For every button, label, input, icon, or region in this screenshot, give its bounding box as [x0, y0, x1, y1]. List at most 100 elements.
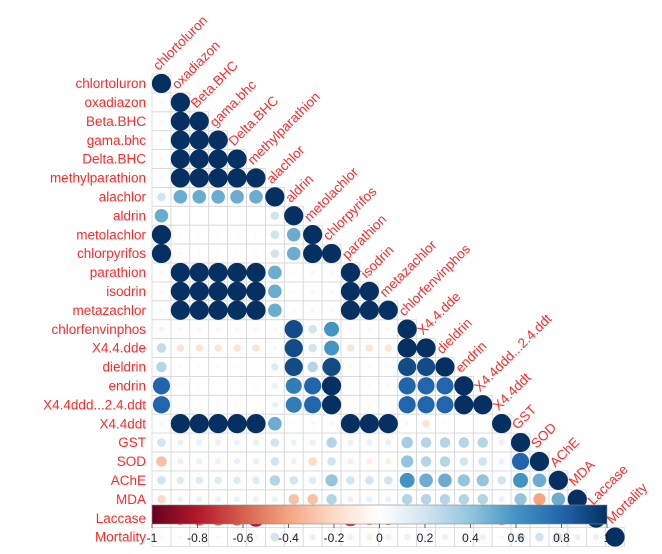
corr-circle-AChE-Beta.BHC: [195, 476, 203, 485]
corr-circle-AChE-chlorpyrifos: [325, 474, 338, 487]
corr-circle-metolachlor-oxadiazon: [178, 232, 183, 237]
corr-circle-MDA-Delta.BHC: [234, 496, 241, 503]
corr-circle-isodrin-Beta.BHC: [189, 281, 209, 301]
colorbar-tick-label: 1: [604, 531, 611, 545]
corr-circle-AChE-SOD: [532, 473, 547, 488]
row-label-chlorpyrifos: chlorpyrifos: [77, 246, 146, 261]
corr-circle-X4.4.dde-gama.bhc: [214, 344, 222, 352]
corr-circle-dieldrin-aldrin: [284, 357, 303, 377]
corr-circle-metazachlor-methylparathion: [246, 300, 266, 320]
corr-circle-parathion-chlortoluron: [159, 270, 164, 275]
corr-circle-methylparathion-gama.bhc: [208, 168, 228, 188]
colorbar-tick-label: -0.6: [233, 531, 254, 545]
corr-circle-SOD-metolachlor: [308, 457, 317, 466]
corr-circle-Mortality-gama.bhc: [216, 534, 221, 540]
corr-circle-MDA-methylparathion: [252, 496, 259, 503]
corr-circle-alachlor-alachlor: [265, 187, 285, 207]
corr-circle-X4.4ddd...2.4.ddt-metolachlor: [304, 396, 322, 414]
corr-circle-X4.4ddd...2.4.ddt-methylparathion: [254, 403, 258, 407]
corr-circle-AChE-endrin: [457, 474, 470, 487]
corr-circle-SOD-isodrin: [366, 458, 373, 465]
corr-circle-SOD-endrin: [459, 457, 469, 466]
corr-circle-isodrin-alachlor: [268, 284, 282, 299]
corr-circle-parathion-gama.bhc: [208, 262, 228, 283]
corr-circle-parathion-alachlor: [268, 265, 282, 280]
corr-circle-SOD-X4.4ddt: [498, 458, 505, 465]
corr-circle-X4.4ddt-dieldrin: [443, 421, 447, 426]
corr-circle-Mortality-AChE: [554, 532, 563, 542]
corr-circle-X4.4.dde-Delta.BHC: [233, 344, 241, 352]
corr-circle-endrin-oxadiazon: [178, 384, 183, 388]
corr-circle-X4.4ddd...2.4.ddt-parathion: [348, 403, 353, 407]
corr-circle-AChE-aldrin: [289, 476, 299, 485]
corr-circle-X4.4.dde-chlortoluron: [156, 343, 167, 353]
corr-circle-Mortality-metolachlor: [309, 534, 316, 541]
corr-circle-dieldrin-X4.4.dde: [416, 357, 436, 377]
col-label-MDA: MDA: [566, 457, 598, 489]
corr-circle-metolachlor-methylparathion: [254, 232, 258, 237]
colorbar-bar: [151, 504, 608, 525]
corr-circle-alachlor-chlortoluron: [157, 192, 166, 202]
corr-circle-MDA-chlorfenvinphos: [401, 493, 413, 505]
row-label-isodrin: isodrin: [106, 284, 146, 299]
corr-circle-X4.4ddt-alachlor: [268, 416, 282, 431]
corr-circle-gama.bhc-chlortoluron: [159, 138, 164, 143]
corr-circle-AChE-gama.bhc: [214, 476, 222, 485]
corr-circle-X4.4ddt-metolachlor: [310, 421, 315, 426]
corr-circle-endrin-Delta.BHC: [235, 384, 239, 388]
corr-circle-endrin-alachlor: [271, 382, 278, 389]
corr-circle-methylparathion-oxadiazon: [170, 168, 190, 188]
corr-circle-aldrin-Beta.BHC: [197, 214, 201, 218]
corr-circle-parathion-Delta.BHC: [227, 262, 247, 283]
corr-circle-X4.4ddd...2.4.ddt-chlorfenvinphos: [398, 396, 416, 414]
corr-circle-SOD-chlorfenvinphos: [401, 455, 414, 468]
corr-circle-isodrin-isodrin: [359, 281, 379, 301]
corr-circle-GST-Delta.BHC: [234, 439, 241, 446]
corr-circle-metolachlor-chlortoluron: [151, 225, 172, 245]
corr-circle-dieldrin-alachlor: [271, 363, 279, 371]
corr-circle-X4.4ddd...2.4.ddt-chlorpyrifos: [321, 395, 342, 415]
corr-circle-X4.4.dde-isodrin: [365, 344, 374, 352]
corr-circle-AChE-parathion: [346, 476, 355, 485]
corr-circle-endrin-Beta.BHC: [197, 384, 201, 388]
corr-circle-X4.4ddt-aldrin: [292, 421, 296, 426]
corr-circle-Mortality-Delta.BHC: [234, 534, 240, 540]
corr-circle-AChE-oxadiazon: [176, 476, 185, 485]
corr-circle-metolachlor-gama.bhc: [216, 232, 220, 237]
corr-circle-AChE-alachlor: [269, 475, 281, 486]
corr-circle-gama.bhc-oxadiazon: [170, 130, 190, 150]
row-label-X4.4ddd...2.4.ddt: X4.4ddd...2.4.ddt: [43, 397, 146, 412]
corr-circle-endrin-gama.bhc: [216, 384, 220, 388]
corr-circle-chlorpyrifos-gama.bhc: [216, 251, 220, 256]
corr-circle-methylparathion-chlortoluron: [159, 175, 164, 181]
corr-circle-GST-endrin: [458, 437, 470, 448]
corr-circle-aldrin-chlortoluron: [154, 208, 169, 223]
corr-circle-metazachlor-chlortoluron: [159, 308, 164, 313]
corr-circle-Mortality-MDA: [574, 534, 581, 541]
colorbar-tick-label: 0.6: [508, 531, 525, 545]
corr-circle-aldrin-methylparathion: [254, 214, 258, 218]
corr-circle-endrin-parathion: [348, 384, 353, 388]
corr-circle-X4.4ddt-oxadiazon: [170, 414, 190, 434]
corr-circle-AChE-isodrin: [365, 476, 374, 485]
corr-circle-GST-X4.4ddd...2.4.ddt: [477, 437, 489, 448]
corr-circle-chlorpyrifos-chlorpyrifos: [321, 243, 342, 264]
corr-circle-isodrin-Delta.BHC: [227, 281, 247, 301]
col-label-SOD: SOD: [528, 420, 559, 451]
corr-circle-MDA-isodrin: [366, 496, 373, 503]
corr-circle-endrin-methylparathion: [254, 384, 258, 388]
corr-circle-chlorfenvinphos-Beta.BHC: [197, 327, 202, 332]
corr-circle-Mortality-X4.4ddd...2.4.ddt: [479, 534, 486, 541]
corr-circle-chlorpyrifos-chlortoluron: [151, 243, 172, 264]
corr-circle-dieldrin-chlorpyrifos: [322, 357, 341, 377]
corr-circle-oxadiazon-chlortoluron: [159, 100, 164, 105]
corr-circle-Mortality-metazachlor: [385, 534, 392, 541]
corr-circle-Mortality-SOD: [535, 532, 544, 542]
corr-circle-X4.4ddd...2.4.ddt-gama.bhc: [216, 403, 220, 407]
corr-circle-Mortality-chlorfenvinphos: [404, 534, 411, 541]
corr-circle-Delta.BHC-Beta.BHC: [189, 149, 209, 169]
corr-circle-endrin-isodrin: [367, 384, 372, 388]
corr-circle-X4.4ddt-gama.bhc: [208, 414, 228, 434]
corr-circle-isodrin-chlorpyrifos: [329, 289, 334, 294]
corr-circle-metolachlor-Beta.BHC: [197, 232, 201, 237]
